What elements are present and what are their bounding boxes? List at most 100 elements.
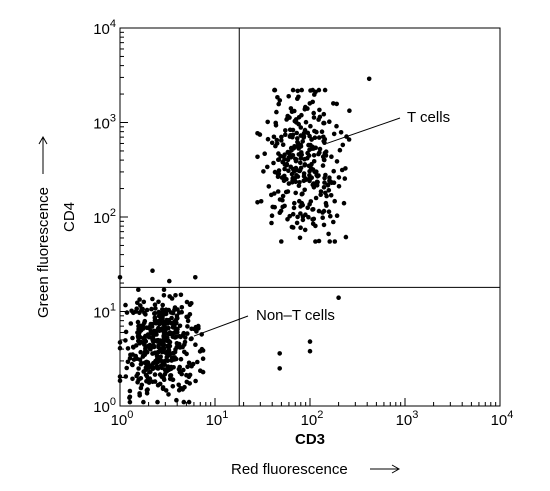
data-point — [186, 399, 192, 405]
data-point — [315, 179, 320, 185]
data-point — [305, 155, 310, 161]
data-point — [316, 208, 322, 214]
data-point — [271, 134, 277, 140]
data-point — [141, 299, 147, 305]
data-point — [302, 127, 308, 133]
data-point — [163, 327, 168, 333]
data-point — [258, 199, 264, 204]
data-point — [286, 168, 291, 173]
data-point — [347, 108, 352, 113]
data-point — [282, 152, 287, 157]
data-point — [322, 140, 327, 145]
data-point — [157, 321, 162, 327]
data-point — [261, 169, 266, 174]
data-point — [156, 299, 161, 305]
data-point — [142, 349, 148, 355]
data-point — [160, 362, 165, 368]
data-point — [187, 312, 193, 317]
data-point — [148, 369, 153, 375]
data-point — [274, 109, 279, 115]
data-point — [317, 150, 322, 155]
data-point — [269, 220, 274, 226]
data-point — [328, 179, 334, 185]
data-point — [295, 88, 301, 94]
data-point — [298, 225, 303, 230]
data-point — [295, 136, 300, 141]
data-point — [277, 197, 283, 202]
data-point — [312, 169, 317, 174]
data-point — [135, 300, 140, 306]
data-point — [311, 159, 317, 164]
data-point — [299, 152, 305, 157]
data-point — [185, 331, 190, 336]
data-point — [293, 158, 299, 164]
data-points — [117, 76, 372, 405]
data-point — [334, 159, 340, 164]
data-point — [189, 336, 194, 341]
data-point — [343, 166, 348, 171]
data-point — [303, 119, 309, 125]
data-point — [282, 203, 287, 209]
data-point — [166, 307, 171, 313]
data-point — [166, 392, 171, 397]
data-point — [290, 153, 296, 158]
data-point — [117, 374, 123, 379]
data-point — [332, 239, 338, 244]
data-point — [165, 358, 170, 364]
data-point — [174, 344, 180, 350]
data-point — [336, 175, 342, 180]
data-point — [117, 345, 123, 351]
data-point — [292, 200, 297, 206]
data-point — [164, 317, 169, 323]
data-point — [280, 142, 286, 147]
data-point — [305, 205, 311, 210]
data-point — [138, 349, 143, 355]
data-point — [322, 137, 328, 142]
data-point — [300, 214, 306, 219]
data-point — [168, 373, 173, 378]
data-point — [282, 162, 288, 167]
data-point — [146, 334, 152, 340]
data-point — [302, 107, 308, 112]
data-point — [298, 165, 304, 171]
data-point — [161, 287, 167, 293]
y-tick-label: 103 — [93, 113, 116, 133]
data-point — [336, 184, 342, 189]
data-point — [157, 381, 163, 387]
data-point — [296, 183, 302, 188]
data-point — [143, 312, 148, 317]
data-point — [172, 305, 178, 310]
data-point — [307, 348, 313, 354]
data-point — [294, 130, 300, 136]
data-point — [123, 338, 128, 343]
y-tick-label: 102 — [93, 207, 116, 227]
data-point — [326, 231, 331, 237]
data-point — [310, 217, 315, 222]
data-point — [273, 143, 278, 149]
data-point — [154, 363, 160, 369]
data-point — [278, 208, 284, 214]
data-point — [186, 360, 192, 366]
data-point — [282, 157, 287, 162]
data-point — [331, 168, 337, 174]
data-point — [290, 211, 296, 217]
data-point — [184, 379, 190, 385]
data-point — [159, 374, 165, 380]
data-point — [167, 294, 172, 299]
data-point — [185, 324, 190, 329]
data-point — [153, 306, 158, 311]
data-point — [285, 189, 291, 194]
data-point — [320, 163, 326, 168]
data-point — [299, 87, 305, 93]
data-point — [328, 213, 333, 219]
data-point — [291, 205, 297, 211]
data-point — [257, 132, 263, 137]
data-point — [165, 364, 171, 369]
data-point — [186, 374, 192, 380]
data-point — [337, 147, 343, 153]
data-point — [280, 193, 286, 199]
data-point — [144, 379, 149, 384]
data-point — [152, 315, 158, 321]
data-point — [297, 235, 303, 241]
data-point — [276, 157, 282, 162]
